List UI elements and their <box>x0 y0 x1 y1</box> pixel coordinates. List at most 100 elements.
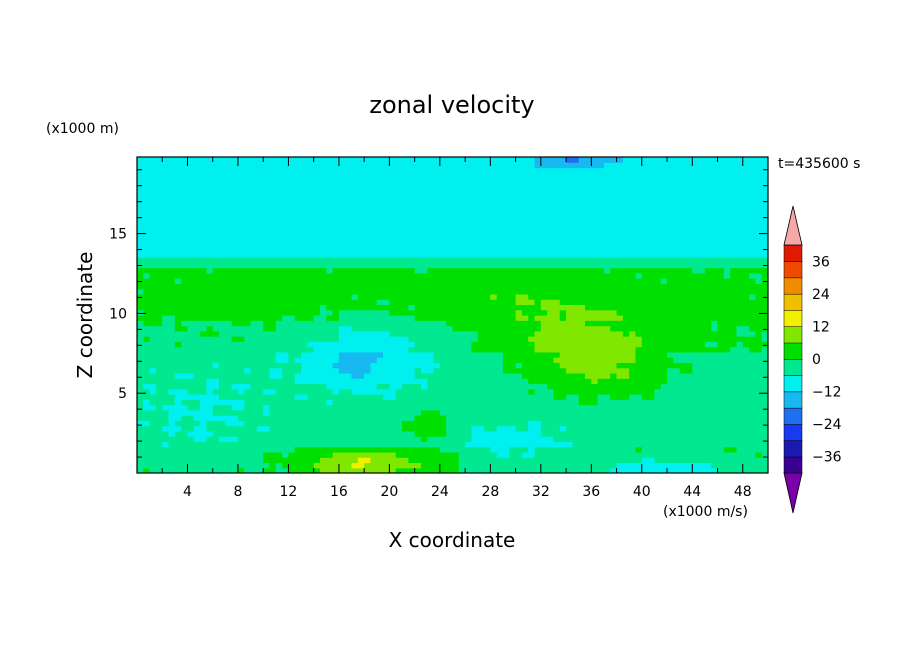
field-cell <box>313 441 321 448</box>
field-cell <box>206 241 214 248</box>
field-cell <box>420 409 428 416</box>
field-cell <box>351 193 359 200</box>
field-cell <box>458 378 466 385</box>
field-cell <box>219 415 226 421</box>
field-cell <box>237 315 245 321</box>
field-cell <box>193 188 201 195</box>
field-cell <box>155 336 163 342</box>
field-cell <box>263 209 271 216</box>
field-cell <box>490 441 498 448</box>
field-cell <box>326 267 334 274</box>
field-cell <box>585 357 592 363</box>
field-cell <box>376 167 384 174</box>
field-cell <box>383 336 390 342</box>
field-cell <box>162 467 170 473</box>
field-cell <box>307 462 315 469</box>
field-cell <box>566 415 573 421</box>
field-cell <box>181 378 189 385</box>
field-cell <box>389 246 397 253</box>
field-cell <box>578 330 586 337</box>
field-cell <box>231 283 239 290</box>
field-cell <box>660 425 668 432</box>
field-cell <box>509 278 517 284</box>
field-cell <box>187 236 195 242</box>
field-cell <box>212 172 220 179</box>
field-cell <box>219 178 226 184</box>
field-cell <box>616 293 624 300</box>
field-cell <box>326 336 334 342</box>
field-cell <box>149 430 157 437</box>
field-cell <box>212 293 220 300</box>
field-cell <box>597 320 605 327</box>
field-cell <box>502 257 510 263</box>
field-cell <box>244 341 252 348</box>
field-cell <box>200 457 208 464</box>
field-cell <box>433 415 441 421</box>
field-cell <box>408 457 416 464</box>
field-cell <box>648 383 656 390</box>
field-cell <box>357 283 365 290</box>
field-cell <box>376 320 384 327</box>
field-cell <box>149 394 157 400</box>
field-cell <box>332 193 340 200</box>
field-cell <box>168 293 176 300</box>
field-cell <box>256 320 264 327</box>
field-cell <box>458 283 466 290</box>
field-cell <box>288 372 296 379</box>
field-cell <box>446 420 454 427</box>
field-cell <box>471 183 479 190</box>
field-cell <box>206 404 214 411</box>
field-cell <box>635 267 643 274</box>
field-cell <box>528 351 536 358</box>
field-cell <box>212 446 220 453</box>
field-cell <box>162 451 170 458</box>
field-cell <box>635 388 643 395</box>
field-cell <box>181 467 189 473</box>
field-cell <box>263 199 271 205</box>
field-cell <box>427 362 435 369</box>
field-cell <box>414 267 422 274</box>
field-cell <box>402 267 409 274</box>
field-cell <box>244 167 252 174</box>
field-cell <box>376 372 384 379</box>
field-cell <box>534 462 542 469</box>
field-cell <box>420 236 428 242</box>
field-cell <box>616 257 624 263</box>
field-cell <box>282 457 290 464</box>
field-cell <box>219 193 226 200</box>
field-cell <box>174 446 182 453</box>
field-cell <box>528 362 536 369</box>
field-cell <box>357 167 365 174</box>
field-cell <box>313 446 321 453</box>
field-cell <box>610 225 618 232</box>
field-cell <box>370 267 378 274</box>
field-cell <box>143 230 151 237</box>
field-cell <box>282 441 290 448</box>
field-cell <box>149 378 157 385</box>
field-cell <box>351 267 359 274</box>
field-cell <box>383 378 390 385</box>
field-cell <box>458 262 466 269</box>
field-cell <box>414 193 422 200</box>
field-cell <box>200 183 208 190</box>
field-cell <box>578 225 586 232</box>
field-cell <box>155 467 163 473</box>
field-cell <box>351 162 359 169</box>
field-cell <box>591 357 599 363</box>
field-cell <box>187 409 195 416</box>
field-cell <box>143 167 151 174</box>
field-cell <box>395 367 403 374</box>
field-cell <box>357 315 365 321</box>
field-cell <box>250 204 258 211</box>
field-cell <box>515 209 523 216</box>
field-cell <box>149 157 157 163</box>
field-cell <box>420 394 428 400</box>
field-cell <box>509 267 517 274</box>
field-cell <box>313 404 321 411</box>
field-cell <box>458 183 466 190</box>
field-cell <box>206 430 214 437</box>
field-cell <box>490 336 498 342</box>
field-cell <box>603 204 611 211</box>
field-cell <box>332 336 340 342</box>
field-cell <box>307 246 315 253</box>
